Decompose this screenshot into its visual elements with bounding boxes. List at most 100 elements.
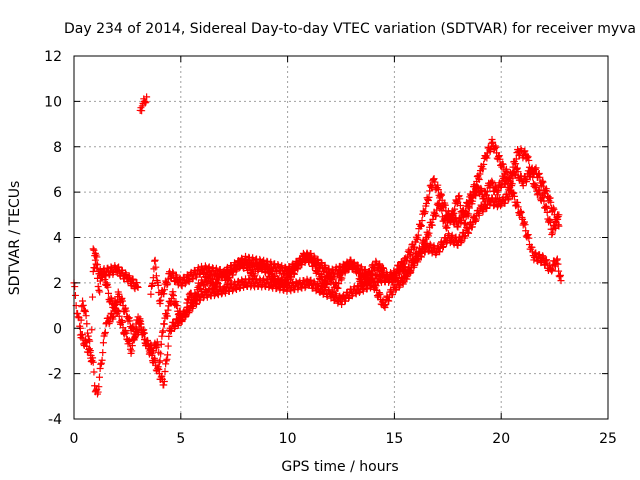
data-point <box>263 257 271 265</box>
data-point <box>535 170 543 178</box>
data-point <box>287 287 295 295</box>
data-point <box>476 170 484 178</box>
data-point <box>514 168 522 176</box>
data-point <box>546 194 554 202</box>
data-point <box>199 282 207 290</box>
data-point <box>472 183 480 191</box>
data-point <box>454 223 462 231</box>
data-point <box>86 337 94 345</box>
data-point <box>122 307 130 315</box>
data-point <box>97 359 105 367</box>
data-point <box>214 291 222 299</box>
data-point <box>99 339 107 347</box>
y-tick-label: -2 <box>48 367 62 383</box>
data-point <box>93 264 101 272</box>
data-point <box>160 290 168 298</box>
data-point <box>553 256 561 264</box>
data-point <box>457 239 465 247</box>
data-point <box>131 334 139 342</box>
data-point <box>130 335 138 343</box>
data-point <box>439 243 447 251</box>
data-point <box>71 283 79 291</box>
data-point <box>93 253 101 261</box>
data-point <box>137 317 145 325</box>
data-point <box>407 250 415 258</box>
data-point <box>79 297 87 305</box>
data-point <box>478 186 486 194</box>
data-point <box>508 169 516 177</box>
y-tick-label: 2 <box>53 276 62 292</box>
data-point <box>317 259 325 267</box>
data-point <box>162 360 170 368</box>
data-point <box>490 202 498 210</box>
data-point <box>550 205 558 213</box>
data-point <box>181 280 189 288</box>
data-point <box>443 224 451 232</box>
data-point <box>448 210 456 218</box>
data-point <box>529 173 537 181</box>
data-point <box>108 295 116 303</box>
data-point <box>338 300 346 308</box>
data-point <box>510 189 518 197</box>
data-point <box>468 194 476 202</box>
data-point <box>128 342 136 350</box>
data-point <box>399 278 407 286</box>
data-point <box>461 220 469 228</box>
data-point <box>81 306 89 314</box>
data-point <box>89 293 97 301</box>
data-point <box>376 260 384 268</box>
data-point <box>513 164 521 172</box>
data-point <box>345 293 353 301</box>
data-point <box>238 276 246 284</box>
data-point <box>555 267 563 275</box>
axis-ticks: 0 5 10 15 20 25 -4 -2 0 2 4 6 8 10 12 <box>44 49 617 447</box>
data-point <box>107 294 115 302</box>
data-point <box>122 329 130 337</box>
data-point <box>164 351 172 359</box>
data-point <box>431 178 439 186</box>
data-point <box>78 331 86 339</box>
data-point <box>150 354 158 362</box>
y-tick-label: -4 <box>48 412 62 428</box>
data-point <box>425 193 433 201</box>
data-point <box>557 277 565 285</box>
data-point <box>556 273 564 281</box>
data-point <box>421 208 429 216</box>
data-point <box>151 356 159 364</box>
data-point <box>522 227 530 235</box>
data-point <box>154 281 162 289</box>
data-point <box>528 243 536 251</box>
data-point <box>84 332 92 340</box>
chart-title: Day 234 of 2014, Sidereal Day-to-day VTE… <box>64 21 636 37</box>
data-point <box>414 231 422 239</box>
data-point <box>96 288 104 296</box>
data-point <box>144 341 152 349</box>
data-point <box>134 283 142 291</box>
data-point <box>169 288 177 296</box>
data-point <box>158 372 166 380</box>
data-point <box>142 98 150 106</box>
data-point <box>151 256 159 264</box>
data-point <box>83 320 91 328</box>
data-point <box>458 216 466 224</box>
data-point <box>348 265 356 273</box>
data-point <box>460 209 468 217</box>
data-point <box>167 327 175 335</box>
data-point <box>201 285 209 293</box>
data-point <box>510 192 518 200</box>
data-point <box>301 258 309 266</box>
data-point <box>543 187 551 195</box>
data-point <box>417 222 425 230</box>
data-point <box>163 281 171 289</box>
data-point <box>242 252 250 260</box>
data-point <box>77 316 85 324</box>
data-point <box>504 196 512 204</box>
data-point <box>117 296 125 304</box>
y-tick-label: 10 <box>44 94 62 110</box>
data-point <box>423 239 431 247</box>
data-point <box>91 249 99 257</box>
data-point <box>555 211 563 219</box>
data-point <box>380 264 388 272</box>
data-point <box>548 231 556 239</box>
data-point <box>461 208 469 216</box>
